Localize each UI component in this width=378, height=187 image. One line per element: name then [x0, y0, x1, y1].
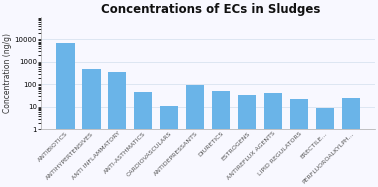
Bar	[264, 93, 282, 187]
Bar	[186, 85, 204, 187]
Bar	[108, 72, 127, 187]
Bar	[160, 106, 178, 187]
Bar	[238, 95, 256, 187]
Text: Concentrations of ECs in Sludges: Concentrations of ECs in Sludges	[101, 3, 321, 16]
Bar	[82, 69, 101, 187]
Bar	[56, 43, 74, 187]
Bar	[212, 91, 230, 187]
Bar	[134, 92, 152, 187]
Bar	[342, 98, 360, 187]
Y-axis label: Concentration (ng/g): Concentration (ng/g)	[3, 33, 12, 113]
Bar	[316, 108, 334, 187]
Bar	[290, 99, 308, 187]
